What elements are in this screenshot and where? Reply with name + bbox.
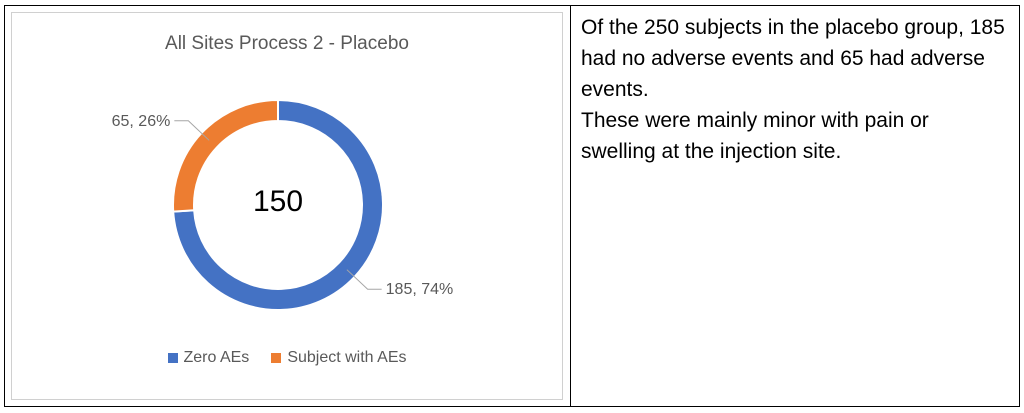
- legend-item-zero-aes: Zero AEs: [167, 349, 250, 367]
- description-paragraph-1: Of the 250 subjects in the placebo group…: [581, 16, 1005, 101]
- legend-swatch-subject-with-aes: [271, 353, 282, 363]
- donut-chart: 185, 74% 65, 26% 150: [112, 98, 454, 311]
- donut-center-label: 150: [253, 185, 303, 218]
- legend-swatch-zero-aes: [167, 353, 178, 363]
- table-frame: All Sites Process 2 - Placebo 185, 74% 65…: [4, 5, 1020, 407]
- chart-cell: All Sites Process 2 - Placebo 185, 74% 65…: [5, 6, 571, 406]
- data-label-zero-aes: 185, 74%: [386, 281, 454, 298]
- chart-panel: All Sites Process 2 - Placebo 185, 74% 65…: [11, 12, 563, 400]
- legend-label-zero-aes: Zero AEs: [183, 349, 250, 366]
- chart-legend: Zero AEs Subject with AEs: [12, 349, 562, 367]
- description-cell: Of the 250 subjects in the placebo group…: [571, 6, 1019, 406]
- leader-line-subject-with-aes: [174, 120, 210, 141]
- donut-slice-zero-aes: [172, 98, 384, 311]
- description-paragraph-2: These were mainly minor with pain or swe…: [581, 109, 929, 163]
- legend-label-subject-with-aes: Subject with AEs: [287, 349, 407, 366]
- data-label-subject-with-aes: 65, 26%: [112, 113, 171, 130]
- legend-item-subject-with-aes: Subject with AEs: [271, 349, 406, 367]
- chart-title: All Sites Process 2 - Placebo: [165, 33, 409, 54]
- leader-line-zero-aes: [346, 269, 382, 290]
- donut-slice-subject-with-aes: [172, 98, 279, 213]
